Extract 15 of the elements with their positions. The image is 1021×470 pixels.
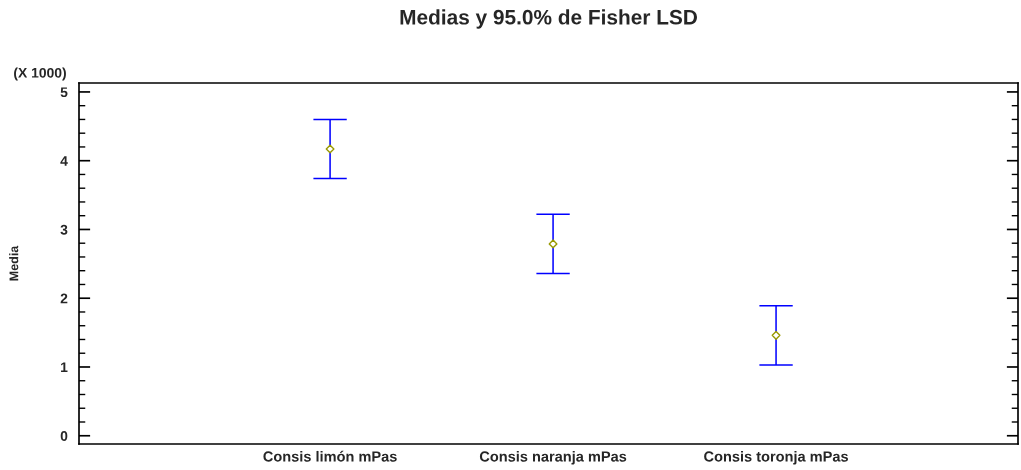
y-tick-label: 5	[60, 87, 68, 98]
point	[548, 239, 558, 249]
x-tick-label: Consis naranja mPas	[479, 450, 627, 465]
text: (X 1000)	[14, 67, 66, 81]
chart-title: Medias y 95.0% de Fisher LSD	[400, 9, 697, 29]
x-tick-label: Consis limón mPas	[263, 450, 397, 462]
point	[325, 144, 335, 154]
y-tick-label: 1	[61, 362, 68, 373]
y-tick-label: 0	[60, 431, 68, 441]
y-tick-label: 3	[60, 224, 68, 235]
y-tick-label: 4	[60, 156, 68, 166]
y-axis-title: Media	[9, 245, 19, 281]
point	[771, 330, 781, 340]
x-tick-label: Consis toronja mPas	[704, 450, 848, 465]
y-tick-label: 2	[60, 293, 68, 304]
